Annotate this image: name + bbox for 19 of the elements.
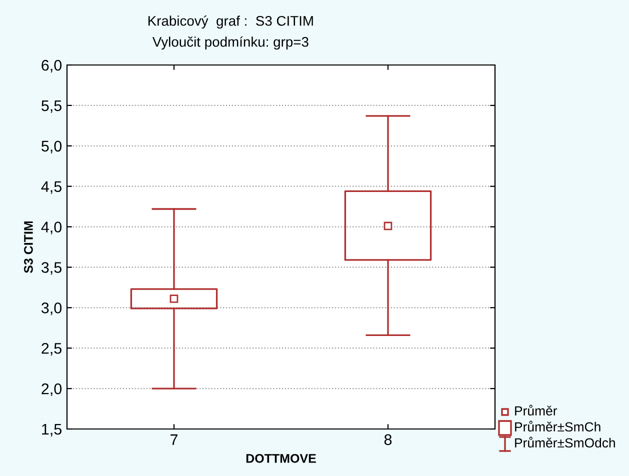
y-tick-label: 2,0 [42, 383, 62, 396]
text: Průměr±SmOdch [515, 436, 615, 448]
y-tick-label: 3,0 [41, 302, 62, 316]
x-axis-title: DOTTMOVE [246, 454, 316, 463]
y-tick-label: 4,0 [41, 222, 62, 234]
x-tick-label: 7 [170, 434, 178, 445]
y-tick-label: 5,0 [42, 140, 62, 154]
chart-subtitle: Vyloučit podmínku: grp=3 [152, 36, 308, 50]
text: Průměr±SmCh [515, 420, 600, 432]
chart-title: Krabicový graf : S3 CITIM [148, 15, 313, 29]
y-tick-label: 4,5 [41, 181, 62, 194]
y-axis-title: S3 CITIM [24, 221, 33, 274]
y-tick-label: 1,5 [42, 424, 62, 436]
y-tick-label: 3,5 [41, 262, 62, 275]
x-tick-label: 8 [384, 434, 392, 446]
text: Průměr [515, 404, 558, 416]
y-tick-label: 2,5 [42, 342, 62, 356]
y-tick-label: 5,5 [42, 100, 62, 113]
y-tick-label: 6,0 [42, 60, 62, 72]
